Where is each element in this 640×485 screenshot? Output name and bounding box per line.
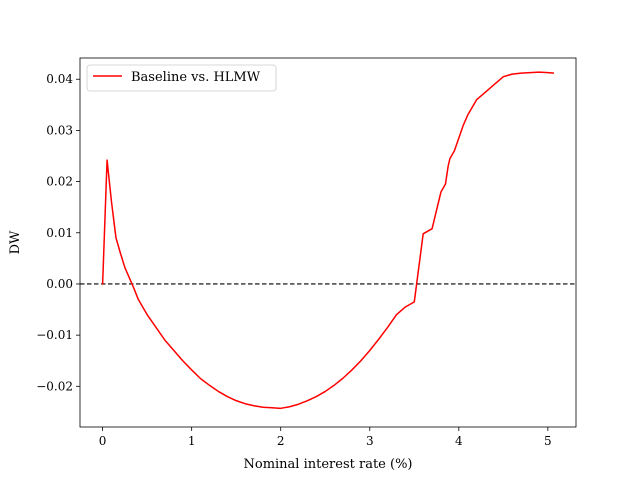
- y-tick-label: −0.02: [36, 379, 73, 393]
- plot-layer: [80, 71, 576, 410]
- y-tick-label: 0.02: [46, 175, 73, 189]
- plot-frame: [79, 57, 577, 428]
- y-axis-title: DW: [8, 230, 23, 254]
- x-tick-label: 1: [188, 434, 196, 448]
- legend-box: [86, 64, 277, 92]
- y-tick-label: 0.00: [46, 277, 73, 291]
- series-line-0: [101, 71, 555, 410]
- x-axis-title: Nominal interest rate (%): [244, 457, 413, 472]
- y-tick-label: −0.01: [36, 328, 73, 342]
- y-axis: −0.02 −0.01 0.00 0.01 0.02 0.03 0.04: [36, 72, 80, 393]
- y-tick-label: 0.03: [46, 123, 73, 137]
- x-tick-label: 4: [455, 434, 463, 448]
- y-tick-label: 0.04: [46, 72, 73, 86]
- x-tick-label: 2: [277, 434, 285, 448]
- x-axis: 0 1 2 3 4 5: [99, 427, 552, 448]
- legend-label: Baseline vs. HLMW: [131, 70, 261, 85]
- y-tick-label: 0.01: [46, 226, 73, 240]
- x-tick-label: 3: [366, 434, 374, 448]
- x-tick-label: 0: [99, 434, 107, 448]
- legend: Baseline vs. HLMW: [86, 64, 277, 92]
- x-tick-label: 5: [544, 434, 552, 448]
